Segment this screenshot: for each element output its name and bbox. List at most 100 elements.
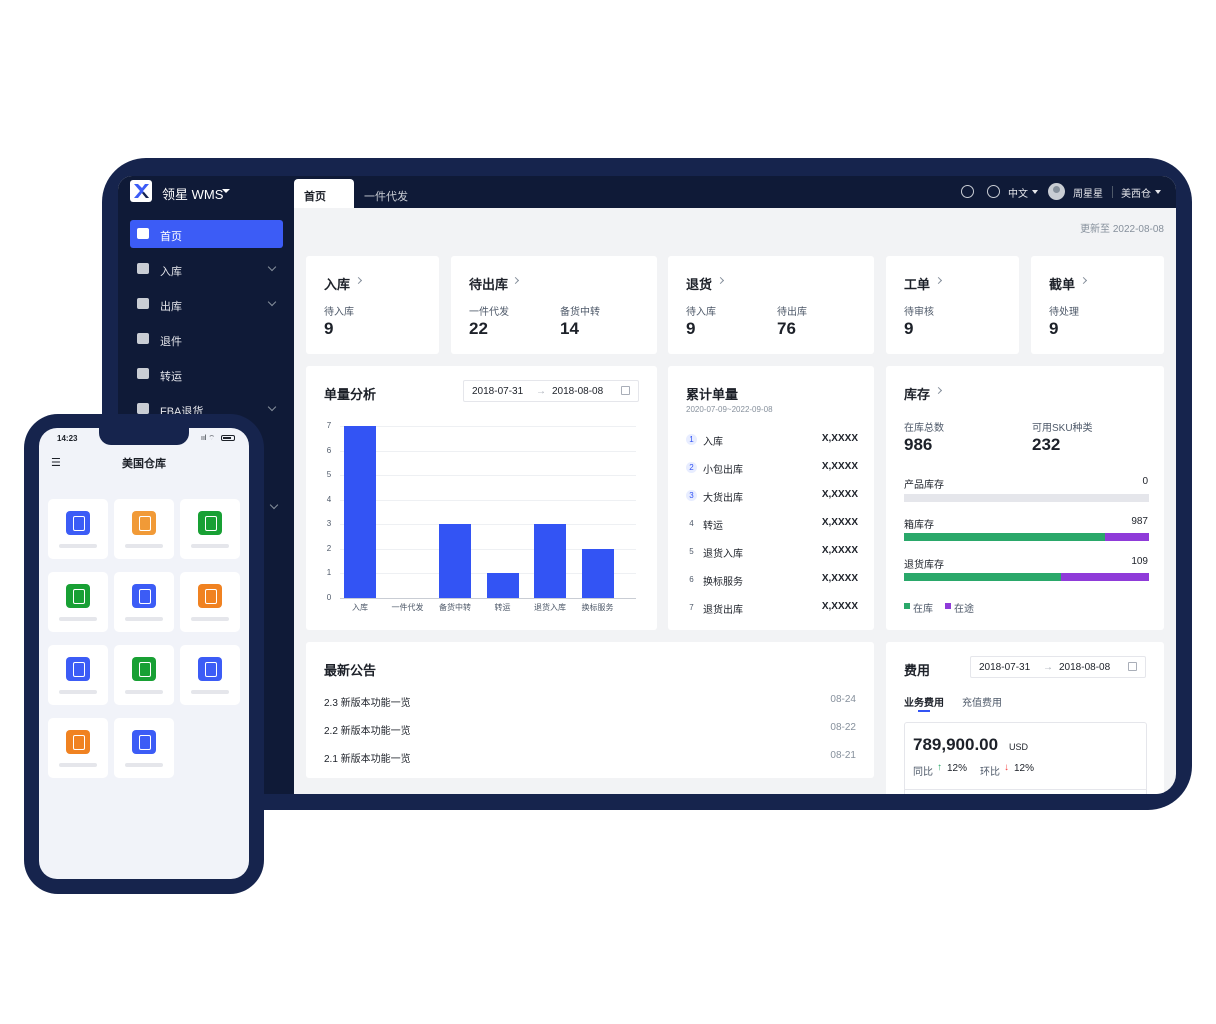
function-tile[interactable]: [48, 718, 108, 778]
tablet-screen: 领星 WMS 首页 一件代发 中文 周星星 美西仓 首页 入库: [118, 176, 1176, 794]
function-tile[interactable]: [114, 718, 174, 778]
settings-icon[interactable]: [987, 185, 1000, 198]
announcement-link[interactable]: 2.3 新版本功能一览: [324, 698, 411, 709]
arrow-right-icon: →: [536, 386, 546, 397]
function-tile[interactable]: [114, 572, 174, 632]
function-tile[interactable]: [114, 645, 174, 705]
stat-value: 232: [1032, 435, 1061, 454]
signal-icon: ııl ⌔: [201, 435, 215, 442]
function-tile[interactable]: [180, 572, 240, 632]
divider: [905, 789, 1146, 790]
function-tile[interactable]: [48, 499, 108, 559]
stat-card-returns[interactable]: 退货 待入库 9 待出库 76: [668, 256, 874, 354]
function-tile[interactable]: [180, 645, 240, 705]
date-range: 2020-07-09~2022-09-08: [686, 405, 773, 414]
announcement-link[interactable]: 2.1 新版本功能一览: [324, 754, 411, 765]
calendar-icon[interactable]: [1128, 662, 1137, 671]
sidebar-item-home[interactable]: 首页: [130, 220, 283, 248]
tab-recharge-fees[interactable]: 充值费用: [962, 698, 1002, 709]
inventory-row-label: 产品库存: [904, 480, 944, 491]
stat-card-intercept[interactable]: 截单 待处理 9: [1031, 256, 1164, 354]
chevron-down-icon[interactable]: [222, 189, 230, 193]
chart-bar[interactable]: [486, 573, 519, 598]
mom-value: 12%: [1014, 763, 1035, 774]
sidebar-item-label: 出库: [160, 301, 182, 313]
stat-value: 9: [1049, 319, 1059, 338]
card-title: 累计单量: [686, 387, 739, 402]
checklist-icon: [198, 511, 222, 535]
legend-label: 在库: [913, 604, 933, 615]
stat-value: 14: [560, 319, 579, 338]
x-tick-label: 换标服务: [581, 603, 614, 612]
tile-label-placeholder: [191, 690, 229, 694]
stat-card-inbound[interactable]: 入库 待入库 9: [306, 256, 439, 354]
sidebar-item-returns[interactable]: 退件: [130, 325, 283, 353]
tab-home[interactable]: 首页: [294, 179, 354, 208]
tab-business-fees[interactable]: 业务费用: [904, 698, 944, 709]
menu-icon[interactable]: ☰: [51, 457, 61, 469]
stat-card-work-orders[interactable]: 工单 待审核 9: [886, 256, 1019, 354]
chart-bar[interactable]: [534, 524, 566, 598]
brand-logo-icon[interactable]: [130, 180, 152, 202]
tile-label-placeholder: [191, 544, 229, 548]
arrow-right-icon: →: [1043, 662, 1053, 673]
chart-bar[interactable]: [581, 548, 614, 598]
function-tile[interactable]: [180, 499, 240, 559]
x-tick-label: 入库: [352, 603, 368, 612]
announcement-link[interactable]: 2.2 新版本功能一览: [324, 726, 411, 737]
calendar-icon[interactable]: [621, 386, 630, 395]
chart-bar[interactable]: [344, 426, 376, 598]
list-item-value: X,XXXX: [821, 601, 858, 612]
download-icon[interactable]: [961, 185, 974, 198]
sidebar-item-inbound[interactable]: 入库: [130, 255, 283, 283]
date-range-picker[interactable]: 2018-07-31 → 2018-08-08: [970, 656, 1146, 678]
chevron-down-icon[interactable]: [1032, 190, 1038, 194]
user-name[interactable]: 周星星: [1073, 189, 1103, 200]
tab-dropship[interactable]: 一件代发: [364, 191, 408, 203]
sidebar-item-transfer[interactable]: 转运: [130, 360, 283, 388]
x-tick-label: 转运: [494, 603, 511, 612]
rank-badge: 2: [686, 462, 697, 473]
inventory-row-label: 退货库存: [904, 560, 944, 571]
x-axis: [340, 598, 636, 599]
bag-icon: [137, 368, 149, 379]
chevron-down-icon[interactable]: [1155, 190, 1161, 194]
card-title: 截单: [1049, 277, 1076, 292]
card-title: 最新公告: [324, 663, 377, 678]
chevron-right-icon: [934, 276, 943, 285]
phone-screen: 14:23 ııl ⌔ 美国仓库 ☰: [39, 428, 249, 879]
tablet-mockup: 领星 WMS 首页 一件代发 中文 周星星 美西仓 首页 入库: [102, 158, 1192, 810]
battery-icon: [221, 435, 235, 441]
page-title: 美国仓库: [122, 458, 166, 470]
sidebar-item-outbound[interactable]: 出库: [130, 290, 283, 318]
document-icon: [66, 511, 90, 535]
inventory-progress-bar: [904, 533, 1149, 541]
inventory-card[interactable]: 库存 在库总数 986 可用SKU种类 232 产品库存 0 箱库存 987: [886, 366, 1164, 630]
list-item-value: X,XXXX: [821, 573, 858, 584]
dashboard-main: 更新至 2022-08-08 入库 待入库 9 待出库 一件代发 22 备货中转…: [294, 208, 1176, 794]
bar-chart: 0 1 2 3 4 5 6 7 入库 一件代发 备货中转 转运 退货入库 换标服务: [306, 366, 646, 630]
language-selector[interactable]: 中文: [1008, 189, 1028, 200]
chart-bar[interactable]: [439, 524, 471, 598]
tile-label-placeholder: [59, 763, 97, 767]
avatar[interactable]: [1048, 183, 1065, 200]
warehouse-selector[interactable]: 美西仓: [1121, 189, 1151, 200]
function-tile[interactable]: [114, 499, 174, 559]
date-range-picker[interactable]: 2018-07-31 → 2018-08-08: [463, 380, 639, 402]
chevron-down-icon[interactable]: [269, 500, 279, 510]
return-icon: [66, 584, 90, 608]
inventory-progress-bar: [904, 494, 1149, 502]
rank-badge: 5: [689, 547, 694, 556]
card-title: 单量分析: [324, 387, 377, 402]
legend-swatch-instock: [904, 603, 910, 609]
stat-card-pending-outbound[interactable]: 待出库 一件代发 22 备货中转 14: [451, 256, 657, 354]
card-title: 库存: [904, 387, 931, 402]
function-tile[interactable]: [48, 645, 108, 705]
gridline: [340, 524, 636, 526]
function-tile[interactable]: [48, 572, 108, 632]
scan-icon: [132, 730, 156, 754]
brand-name[interactable]: 领星 WMS: [162, 187, 224, 202]
stat-label: 备货中转: [560, 307, 600, 318]
y-tick-label: 6: [326, 445, 332, 455]
chevron-right-icon: [716, 276, 725, 285]
